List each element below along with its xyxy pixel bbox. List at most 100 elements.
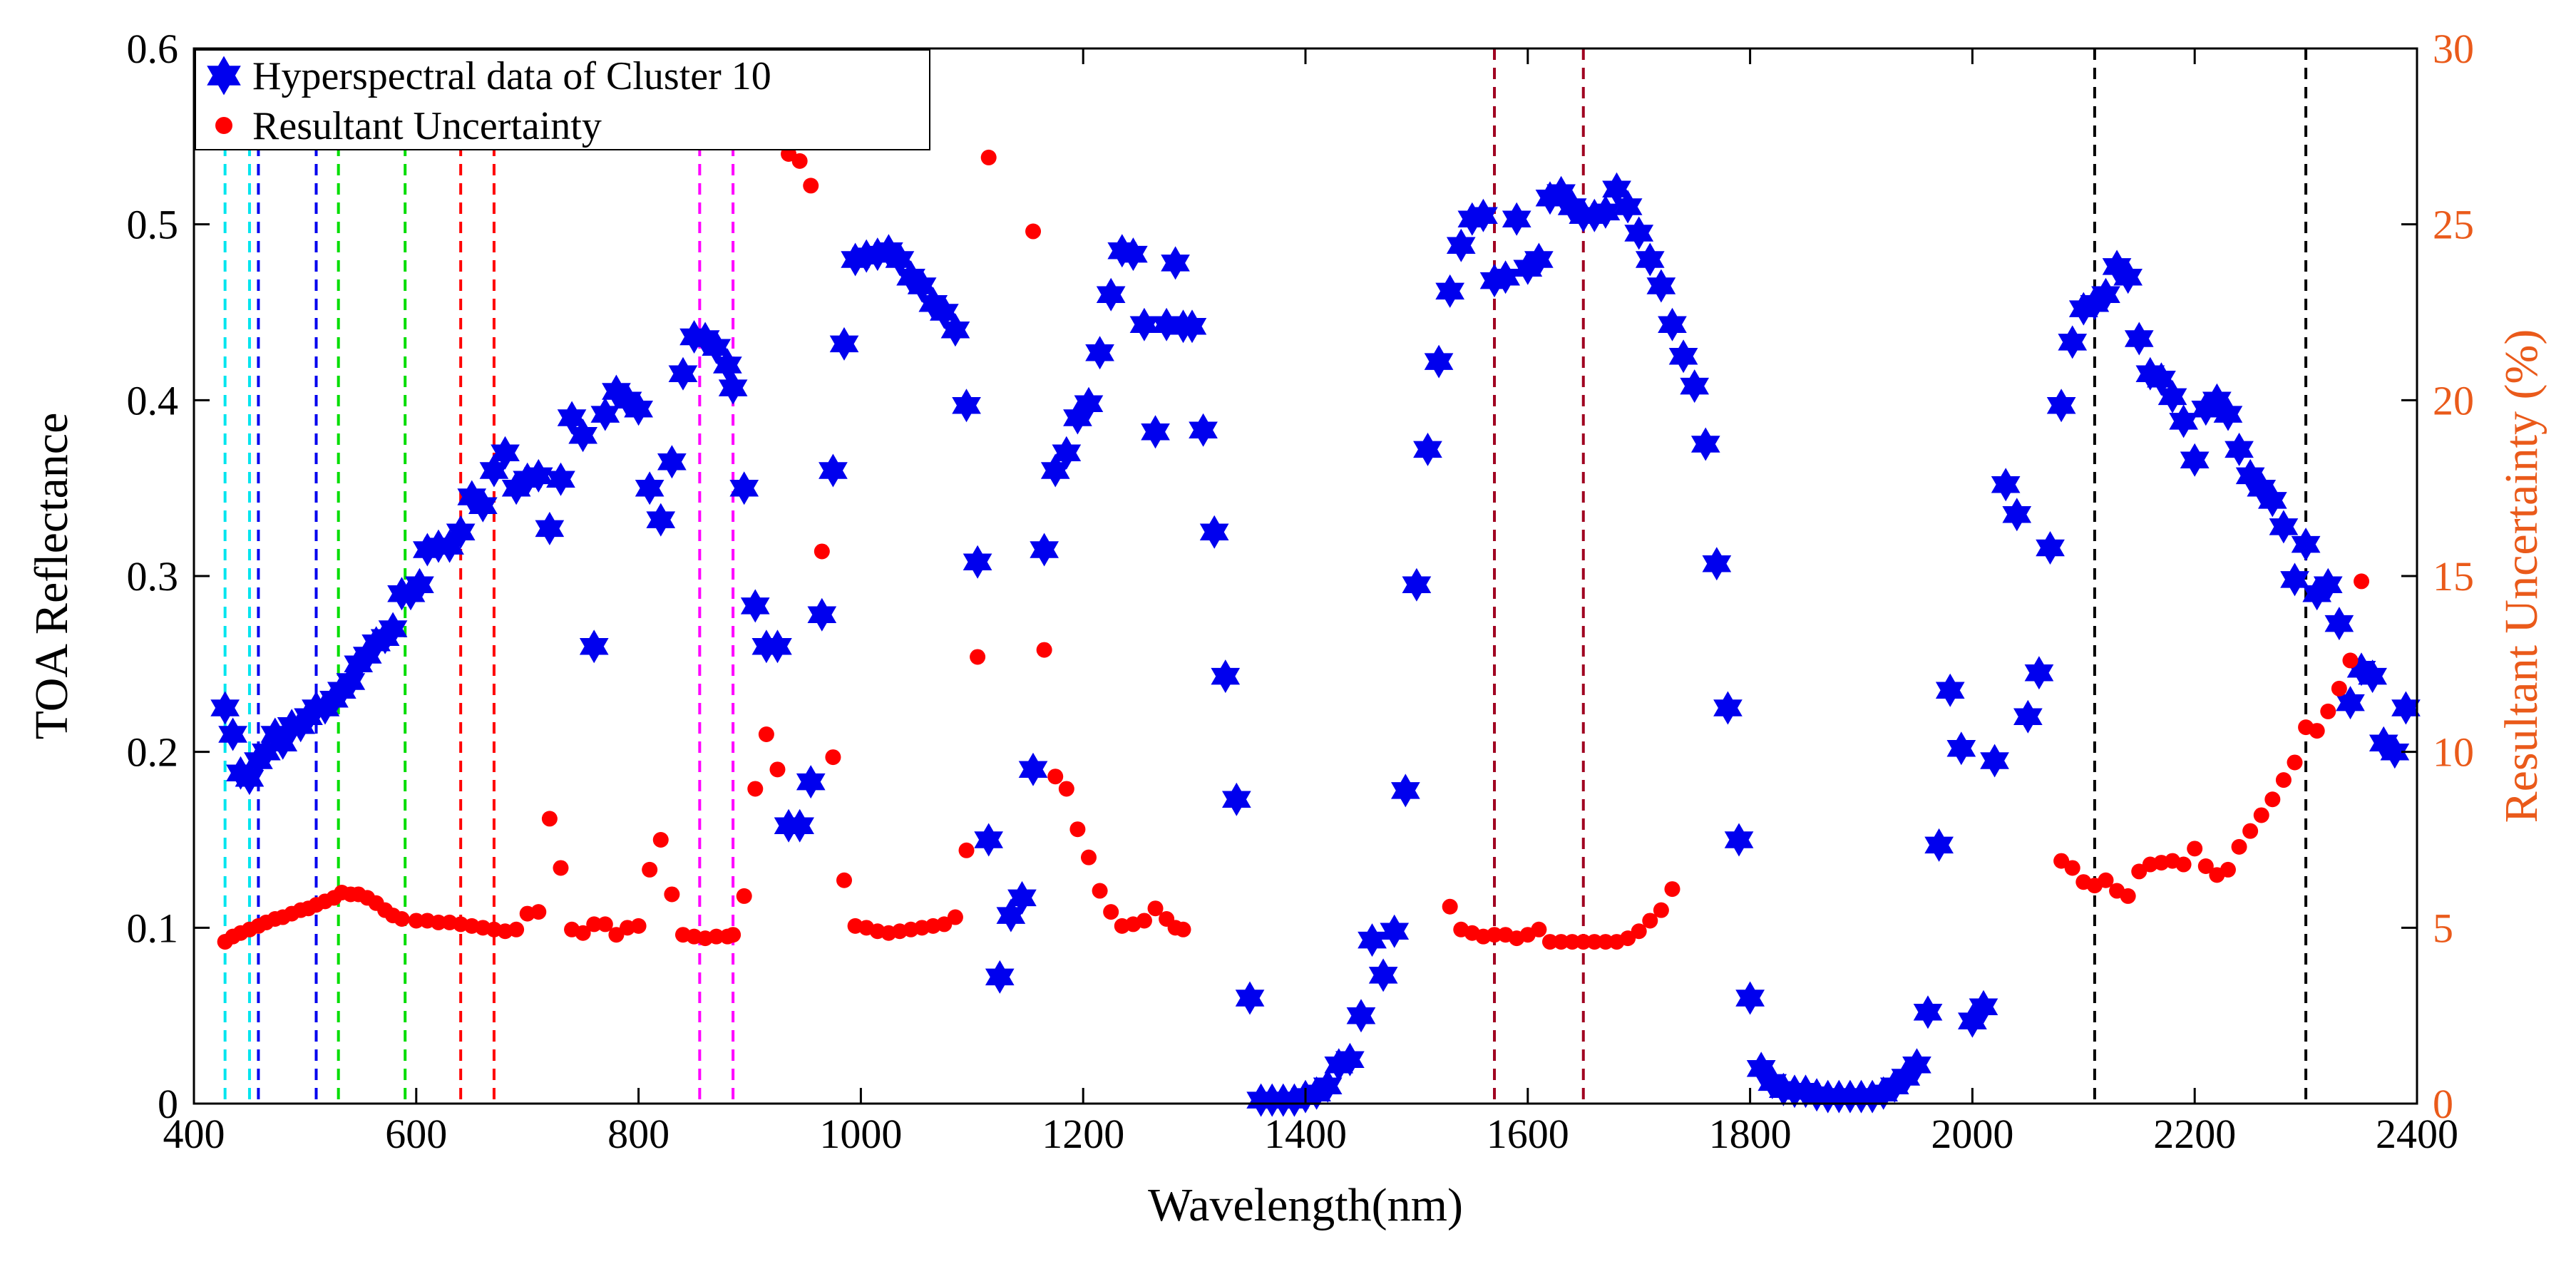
uncertainty-point: [630, 918, 647, 934]
uncertainty-point: [2275, 772, 2292, 788]
uncertainty-point: [575, 925, 591, 941]
uncertainty-point: [769, 761, 786, 778]
legend-marker-circle: [215, 117, 232, 134]
uncertainty-point: [394, 911, 410, 927]
reflectance-point: [940, 313, 970, 347]
reflectance-point: [1235, 981, 1265, 1015]
reflectance-point: [2358, 659, 2388, 694]
reflectance-point: [1424, 344, 1454, 379]
uncertainty-point: [2064, 860, 2080, 876]
reflectance-point: [1189, 413, 1218, 447]
reflectance-point: [885, 242, 915, 277]
x-tick-label: 1400: [1264, 1111, 1347, 1157]
x-tick-label: 400: [163, 1111, 225, 1157]
y2-axis-label: Resultant Uncertainty (%): [2495, 329, 2547, 823]
uncertainty-point: [980, 149, 997, 165]
x-axis-label: Wavelength(nm): [1148, 1179, 1463, 1231]
y2-tick-label: 25: [2433, 202, 2474, 248]
reflectance-point: [491, 436, 520, 470]
uncertainty-point: [2331, 680, 2347, 697]
reflectance-point: [1935, 673, 1965, 707]
uncertainty-point: [958, 842, 975, 858]
y-tick-label: 0.3: [127, 553, 179, 600]
uncertainty-point: [1058, 781, 1074, 797]
reflectance-point: [1668, 339, 1698, 374]
uncertainty-point: [1136, 913, 1152, 929]
reflectance-point: [1946, 731, 1976, 766]
reflectance-point: [210, 691, 240, 725]
reflectance-point: [2269, 510, 2299, 544]
reflectance-point: [1085, 336, 1114, 370]
legend: Hyperspectral data of Cluster 10 Resulta…: [195, 49, 930, 150]
reflectance-point: [2002, 498, 2032, 532]
uncertainty-point: [736, 888, 752, 904]
uncertainty-point: [1597, 934, 1613, 950]
y-tick-label: 0.5: [127, 202, 179, 248]
reflectance-point: [1646, 269, 1676, 303]
reflectance-point: [1211, 659, 1241, 694]
reflectance-point: [2091, 277, 2120, 312]
reflectance-point: [1074, 386, 1104, 421]
uncertainty-point: [652, 832, 669, 848]
uncertainty-point: [2253, 807, 2269, 823]
uncertainty-point: [825, 749, 841, 766]
reflectance-point: [635, 471, 664, 505]
uncertainty-point: [664, 886, 680, 903]
uncertainty-point: [2197, 858, 2214, 874]
reflectance-point: [1391, 774, 1420, 808]
reflectance-point: [2258, 483, 2287, 518]
reflectance-point: [1335, 1042, 1365, 1077]
reflectance-point: [807, 597, 837, 632]
uncertainty-point: [814, 543, 830, 560]
reflectance-point: [1141, 415, 1170, 449]
uncertainty-point: [1541, 934, 1558, 950]
reflectance-point: [2391, 691, 2421, 725]
x-tick-label: 1600: [1487, 1111, 1569, 1157]
reflectance-point: [796, 765, 826, 799]
uncertainty-point: [1642, 913, 1658, 929]
reflectance-point: [713, 348, 742, 382]
reflectance-point: [2213, 397, 2243, 431]
reflectance-point: [2058, 325, 2088, 359]
reflectance-point: [2169, 404, 2199, 438]
reflectance-point: [1735, 981, 1765, 1015]
uncertainty-point: [2220, 861, 2236, 878]
reflectance-point: [1118, 237, 1148, 272]
reflectance-point: [930, 295, 959, 329]
uncertainty-point: [1487, 927, 1503, 943]
uncertainty-point: [1631, 923, 1647, 940]
x-tick-label: 2400: [2376, 1111, 2458, 1157]
legend-entry-uncertainty: Resultant Uncertainty: [252, 104, 602, 148]
uncertainty-point: [642, 861, 658, 878]
reflectance-point: [2013, 699, 2043, 734]
y-tick-label: 0.4: [127, 377, 179, 423]
reflectance-point: [1924, 828, 1954, 862]
reflectance-point: [763, 630, 792, 664]
uncertainty-point: [2175, 856, 2192, 873]
uncertainty-point: [2098, 872, 2114, 888]
uncertainty-point: [408, 913, 424, 929]
reflectance-point: [479, 453, 509, 488]
reflectance-point: [2157, 379, 2187, 413]
reflectance-point: [546, 462, 575, 496]
axis-ticks: 400 600 800 1000 1200 1400 1600 1800 2000 2200 240…: [127, 26, 2475, 1157]
uncertainty-point: [1103, 904, 1119, 920]
y2-tick-label: 15: [2433, 553, 2474, 600]
uncertainty-point: [1092, 883, 1108, 899]
x-tick-label: 2200: [2153, 1111, 2236, 1157]
uncertainty-point: [803, 178, 819, 194]
reflectance-point: [2147, 362, 2176, 396]
reflectance-point: [1724, 823, 1754, 857]
uncertainty-point: [2120, 888, 2136, 904]
reflectance-point: [1129, 307, 1159, 341]
uncertainty-point: [1553, 934, 1569, 950]
uncertainty-point: [541, 811, 558, 827]
reflectance-point: [1680, 369, 1709, 404]
uncertainty-point: [1047, 769, 1064, 785]
reflectance-point: [1018, 752, 1048, 786]
y-tick-label: 0.1: [127, 905, 179, 951]
reflectance-point: [1902, 1048, 1931, 1082]
uncertainty-point: [2354, 573, 2370, 590]
uncertainty-point: [2264, 791, 2281, 808]
